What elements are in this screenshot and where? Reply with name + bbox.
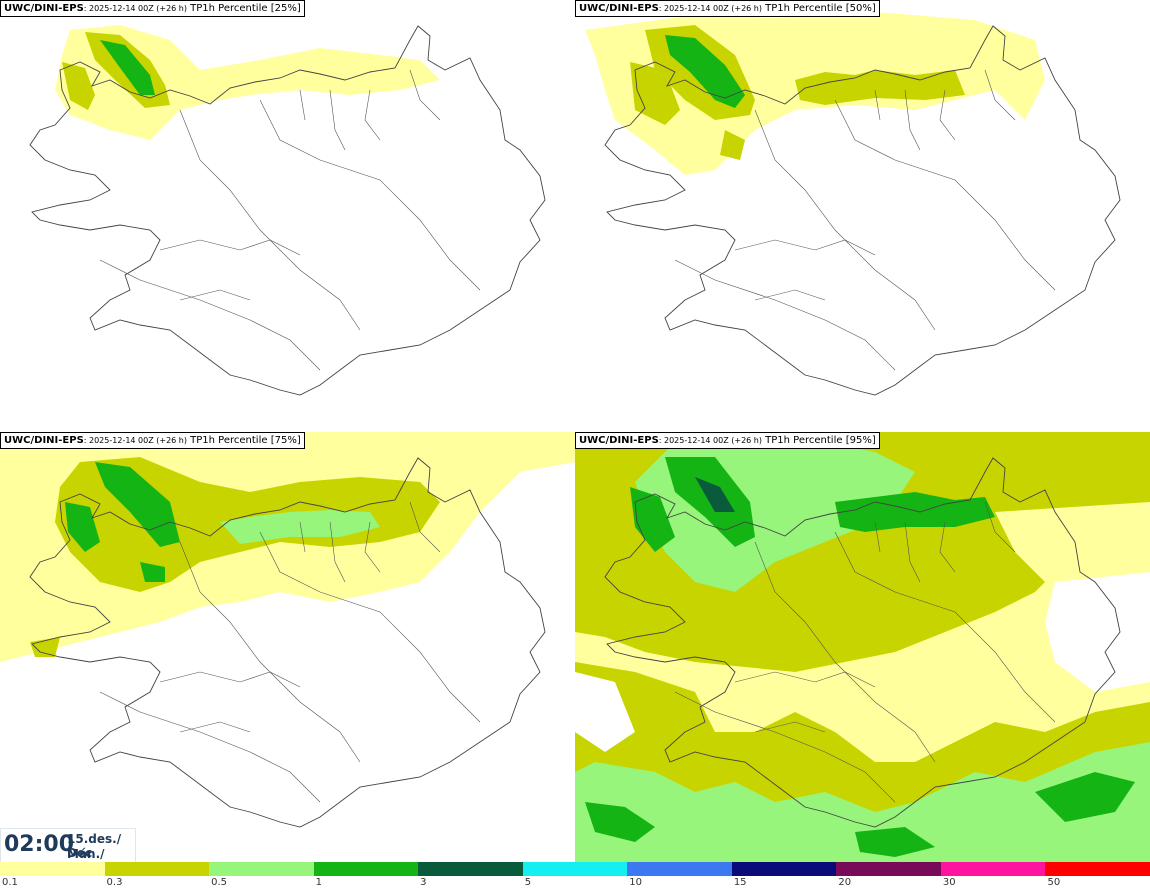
- legend-tick-label: 50: [1047, 877, 1061, 888]
- precip-field: [575, 432, 1150, 862]
- map-panel-95: UWC/DINI-EPS: 2025-12-14 00Z (+26 h) TP1…: [575, 432, 1150, 862]
- map-panel-50: UWC/DINI-EPS: 2025-12-14 00Z (+26 h) TP1…: [575, 0, 1150, 430]
- precip-field: [0, 432, 575, 662]
- panel-title: UWC/DINI-EPS: 2025-12-14 00Z (+26 h) TP1…: [575, 0, 880, 17]
- precip-field: [585, 12, 1045, 175]
- precip-map-25: [0, 25, 575, 430]
- legend-swatch: [731, 862, 838, 876]
- legend-tick-label: 1: [315, 877, 322, 888]
- legend-tick-label: 10: [629, 877, 642, 888]
- legend-tick-label: 5: [524, 877, 532, 888]
- legend-swatch: [418, 862, 524, 876]
- panel-title: UWC/DINI-EPS: 2025-12-14 00Z (+26 h) TP1…: [0, 432, 305, 449]
- valid-hour: 02:00: [4, 832, 75, 857]
- legend-tick-label: 20: [838, 877, 852, 888]
- legend-swatch: [940, 862, 1047, 876]
- color-legend: 0.1 0.3 0.5 1 3 5 10 15 20 30 50: [0, 862, 1150, 891]
- legend-swatch: [522, 862, 629, 876]
- legend-tick-label: 15: [733, 877, 747, 888]
- precip-map-75: [0, 432, 575, 862]
- panel-title: UWC/DINI-EPS: 2025-12-14 00Z (+26 h) TP1…: [0, 0, 305, 17]
- legend-swatch: [1045, 862, 1150, 876]
- legend-swatch: [104, 862, 211, 876]
- legend-swatch: [209, 862, 315, 876]
- legend-tick-label: 0.5: [211, 877, 227, 888]
- legend-tick-label: 0.3: [106, 877, 123, 888]
- legend-swatch: [0, 862, 106, 876]
- map-panel-75: UWC/DINI-EPS: 2025-12-14 00Z (+26 h) TP1…: [0, 432, 575, 862]
- legend-tick-label: 30: [942, 877, 956, 888]
- legend-swatch: [627, 862, 733, 876]
- valid-time-box: 02:00 15.des./ Dec Mán./ Mon: [0, 828, 136, 875]
- legend-swatch: [836, 862, 942, 876]
- panel-title: UWC/DINI-EPS: 2025-12-14 00Z (+26 h) TP1…: [575, 432, 880, 449]
- legend-tick-label: 3: [420, 877, 427, 888]
- precip-map-50: [585, 12, 1150, 430]
- map-panel-25: UWC/DINI-EPS: 2025-12-14 00Z (+26 h) TP1…: [0, 0, 575, 430]
- valid-date: 15.des./ Dec: [67, 832, 122, 860]
- legend-tick-label: 0.1: [2, 877, 18, 888]
- precip-map-95: [575, 432, 1150, 862]
- precip-field: [55, 25, 440, 140]
- legend-swatch: [313, 862, 420, 876]
